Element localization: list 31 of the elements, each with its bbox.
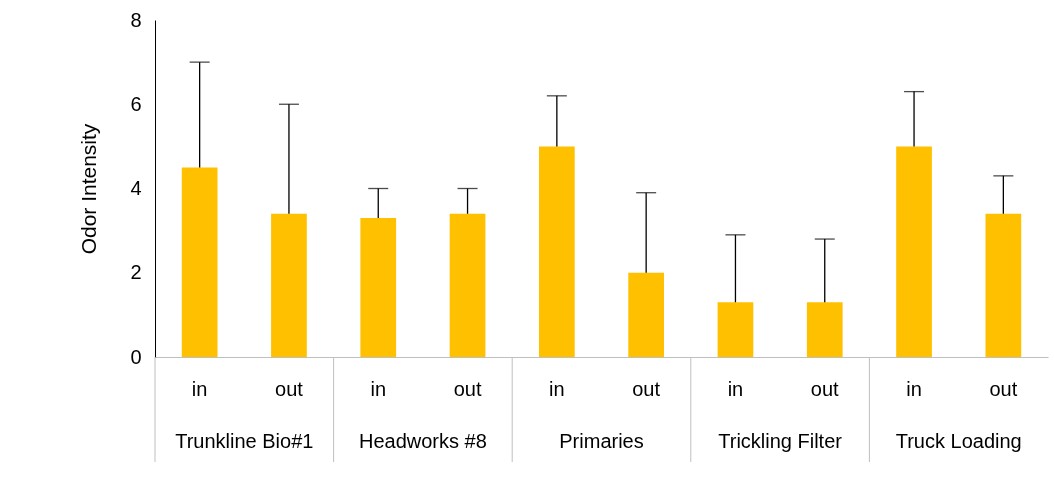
text: Headworks #8 [358, 430, 487, 452]
text: Primaries [559, 430, 644, 452]
y-tick-label: 0 [130, 345, 142, 368]
y-axis-title: Odor Intensity [77, 123, 101, 255]
bar [449, 213, 486, 357]
x-tick-label: in [549, 377, 565, 400]
y-tick-label: 2 [130, 261, 142, 284]
y-tick-label: 4 [130, 177, 142, 199]
x-tick-label: out [989, 377, 1018, 400]
text: Trickling Filter [718, 430, 843, 452]
x-tick-label: in [191, 377, 208, 400]
bar [717, 302, 754, 357]
text: Truck Loading [895, 430, 1022, 452]
x-tick-label: out [810, 377, 840, 400]
y-tick-label: 8 [130, 8, 142, 31]
bar [538, 146, 575, 357]
bar [985, 213, 1022, 357]
y-tick-label: 6 [130, 92, 142, 115]
bar [360, 217, 397, 357]
bar [806, 302, 843, 357]
x-tick-label: in [727, 377, 744, 400]
bar [896, 146, 932, 357]
x-tick-label: out [453, 377, 482, 400]
text: Trunkline Bio#1 [175, 430, 314, 452]
bar [628, 272, 665, 357]
x-tick-label: in [370, 377, 387, 400]
bar [271, 213, 307, 357]
x-tick-label: in [906, 377, 922, 400]
bar [181, 167, 218, 357]
x-tick-label: out [275, 377, 304, 400]
x-tick-label: out [632, 377, 661, 400]
